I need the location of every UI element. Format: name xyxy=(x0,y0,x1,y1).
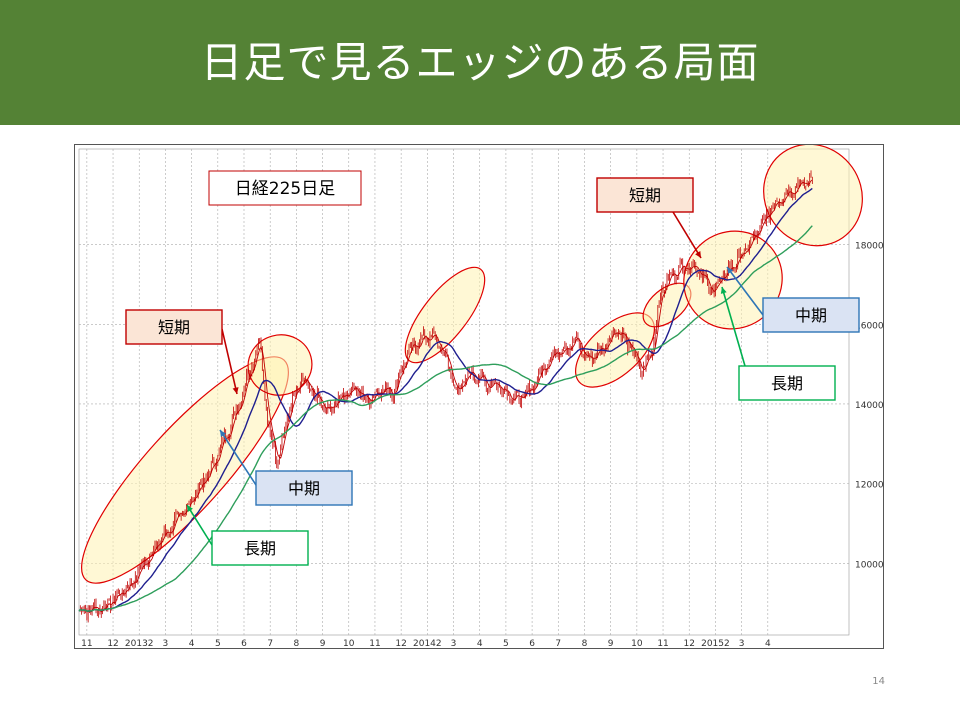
y-tick-label: 14000 xyxy=(855,401,883,411)
x-tick-label: 20142 xyxy=(413,639,442,648)
x-tick-label: 3 xyxy=(451,639,457,648)
arrow-head xyxy=(232,387,239,394)
x-tick-label: 7 xyxy=(555,639,561,648)
x-tick-label: 6 xyxy=(241,639,247,648)
annotation-box xyxy=(596,177,694,213)
y-tick-label: 12000 xyxy=(855,481,883,491)
x-tick-label: 6 xyxy=(529,639,535,648)
x-tick-label: 12 xyxy=(395,639,406,648)
x-tick-label: 9 xyxy=(320,639,326,648)
ma-line-3 xyxy=(78,225,813,612)
annotation-arrow xyxy=(726,266,764,316)
annotation-label: 長期 xyxy=(771,374,803,393)
y-axis-ticks: 10000 12000 14000 16000 18000 xyxy=(855,242,884,571)
annotation-box xyxy=(762,297,860,333)
x-tick-label: 8 xyxy=(582,639,588,648)
arrow-head xyxy=(727,267,734,274)
x-tick-label: 20132 xyxy=(125,639,154,648)
x-tick-label: 20152 xyxy=(701,639,730,648)
chart-title-box xyxy=(208,170,362,206)
x-tick-label: 11 xyxy=(81,639,92,648)
arrow-head xyxy=(220,430,226,437)
annotation-label: 中期 xyxy=(795,306,827,325)
x-tick-label: 4 xyxy=(189,639,195,648)
y-tick-label: 18000 xyxy=(855,242,883,252)
x-tick-label: 12 xyxy=(107,639,118,648)
y-tick-label: 16000 xyxy=(855,321,883,331)
slide-number: 14 xyxy=(872,676,885,687)
x-tick-label: 11 xyxy=(657,639,668,648)
x-tick-label: 5 xyxy=(503,639,509,648)
arrow-head xyxy=(187,505,193,512)
trend-ellipse xyxy=(404,266,486,364)
annotation-box xyxy=(738,365,836,401)
x-tick-label: 10 xyxy=(343,639,355,648)
annotation-arrow xyxy=(221,328,238,395)
annotation-arrow xyxy=(721,286,746,367)
annotation-box xyxy=(125,309,223,345)
x-tick-label: 4 xyxy=(765,639,771,648)
moving-average-lines xyxy=(78,179,813,613)
annotation-label: 中期 xyxy=(288,479,320,498)
annotation-box xyxy=(255,470,353,506)
slide-title: 日足で見るエッジのある局面 xyxy=(200,38,760,87)
annotation-box xyxy=(211,530,309,566)
trend-highlight-ellipses xyxy=(81,143,863,584)
y-tick-label: 10000 xyxy=(855,560,883,570)
x-tick-label: 10 xyxy=(631,639,643,648)
annotation-arrow xyxy=(186,504,213,546)
annotation-label: 長期 xyxy=(244,539,276,558)
x-tick-label: 3 xyxy=(163,639,169,648)
x-tick-label: 3 xyxy=(739,639,745,648)
x-tick-label: 12 xyxy=(684,639,695,648)
x-tick-label: 8 xyxy=(294,639,300,648)
annotation-arrow xyxy=(672,211,702,259)
chart-title: 日経225日足 xyxy=(235,179,335,199)
arrow-head xyxy=(720,287,727,294)
plot-area xyxy=(78,148,850,636)
slide-header: 日足で見るエッジのある局面 xyxy=(0,0,960,125)
x-tick-label: 9 xyxy=(608,639,614,648)
trend-ellipse xyxy=(763,143,863,247)
annotation-label: 短期 xyxy=(158,318,190,337)
ma-line-1 xyxy=(78,179,813,613)
annotation-label: 短期 xyxy=(629,186,661,205)
x-axis-ticks: 11 12 20132 3 4 5 6 7 8 9 10 11 12 20142 3 4 5 6 7 8 9 10 11 12… xyxy=(81,639,771,649)
x-tick-label: 7 xyxy=(267,639,273,648)
x-tick-label: 5 xyxy=(215,639,221,648)
x-tick-label: 11 xyxy=(369,639,380,648)
ma-line-2 xyxy=(78,187,813,612)
nikkei-daily-chart: 10000 12000 14000 16000 18000 11 12 20132 3 4 5 6 7… xyxy=(78,143,884,649)
chart-frame: 10000 12000 14000 16000 18000 11 12 20132 3 4 5 6 7… xyxy=(74,143,884,649)
arrow-head xyxy=(695,251,701,258)
annotation-arrow xyxy=(219,429,257,486)
x-tick-label: 4 xyxy=(477,639,483,648)
